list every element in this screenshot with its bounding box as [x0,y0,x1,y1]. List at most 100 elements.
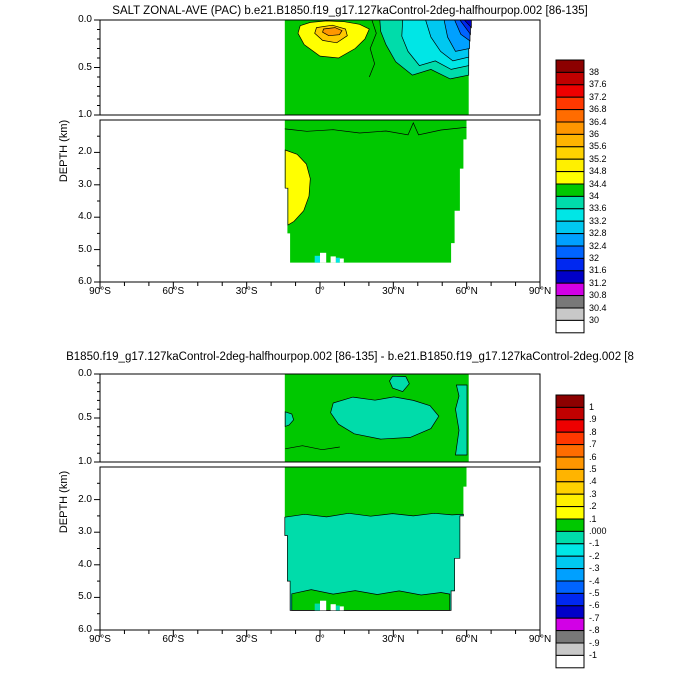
x-tick-label: 60°S [162,286,185,297]
y-tick-label: 5.0 [78,243,92,255]
panel-border [99,19,541,116]
colorbar-label: -.8 [589,625,600,636]
colorbar-box [555,431,585,446]
contour-fill-region [330,256,336,263]
contour-fill-region [297,20,370,59]
colorbar-box [555,444,585,458]
colorbar-label: .2 [589,501,597,512]
colorbar-label: 34.8 [589,166,607,177]
colorbar-label: 34 [589,190,600,201]
contour-fill-region [401,19,470,70]
y-tick-label: 2.0 [78,146,92,158]
colorbar-box [555,195,585,210]
colorbar-box [555,133,585,148]
contour-line [285,445,340,451]
colorbar-label: -.6 [589,600,600,611]
contour-fill-region [284,120,467,263]
colorbar-box [555,220,585,235]
colorbar-label: 35.6 [589,141,607,152]
x-tick-label: 60°N [455,634,478,645]
y-tick-label: 1.0 [78,109,92,120]
contour-fill-region [389,375,410,393]
y-tick-label: 4.0 [78,211,92,223]
y-tick-label: 0.5 [78,61,92,73]
contour-fill-region [284,512,464,611]
contour-fill-region [454,19,471,42]
panel-border [99,466,541,631]
colorbar-label: 36.4 [589,116,607,127]
colorbar-box [555,96,585,111]
colorbar-label: 30.8 [589,290,607,301]
colorbar-label: -1 [589,649,598,660]
contour-fill-region [459,19,471,36]
colorbar-label: 32.8 [589,228,607,239]
colorbar-box [555,406,585,421]
colorbar-label: 38 [589,66,600,77]
colorbar-label: -.5 [589,587,600,598]
contour-fill-region [330,604,336,611]
colorbar-label: -.1 [589,538,600,549]
colorbar-label: 35.2 [589,153,607,164]
colorbar-box [555,171,585,185]
contour-fill-region [284,149,311,226]
colorbar-box [555,233,585,247]
colorbar-box [555,642,585,656]
colorbar-label: .5 [589,463,597,474]
contour-fill-region [335,605,340,611]
contour-fill-region [339,606,344,611]
contour-fill-region [463,19,472,29]
y-tick-label: 4.0 [78,558,92,570]
contour-fill-region [379,19,470,80]
colorbar-label: 30.4 [589,302,607,313]
colorbar-box [555,121,585,135]
colorbar-box [555,654,585,669]
colorbar-box [555,518,585,532]
colorbar-box [555,307,585,321]
colorbar-box [555,109,585,123]
x-tick-label: 90°S [89,286,111,297]
colorbar-label: .8 [589,426,597,437]
x-tick-label: 90°N [528,286,552,297]
contour-fill-region [339,258,344,263]
x-tick-label: 0° [315,286,325,297]
colorbar-label: .7 [589,439,597,450]
colorbar-label: .6 [589,451,597,462]
colorbar-box [555,295,585,309]
contour-line [368,19,377,78]
contour-fill-region [284,467,467,611]
x-tick-label: 30°N [382,634,405,645]
colorbar-box [555,605,585,619]
x-tick-label: 30°S [235,634,258,645]
colorbar-label: 1 [589,401,595,412]
colorbar-box [555,568,585,582]
colorbar-box [555,580,585,594]
x-tick-label: 60°S [162,634,185,645]
colorbar-label: -.9 [589,637,600,648]
colorbar-box [555,394,585,408]
colorbar-label: 36.8 [589,104,607,115]
y-tick-label: 6.0 [78,624,92,635]
colorbar-label: 37.2 [589,91,607,102]
colorbar-box [555,319,585,334]
colorbar-label: .9 [589,414,597,425]
colorbar-label: 33.2 [589,215,607,226]
colorbar-label: .1 [589,513,597,524]
x-tick-label: 30°S [235,286,258,297]
colorbar-label: 37.6 [589,79,607,90]
colorbar-box [555,183,585,197]
colorbar-label: 31.6 [589,265,607,276]
contour-fill-region [425,19,470,62]
contour-fill-region [322,27,343,37]
x-tick-label: 90°S [89,634,111,645]
y-axis-title: DEPTH (km) [58,470,70,534]
y-tick-label: 6.0 [78,276,92,287]
contour-fill-region [320,252,327,263]
colorbar-label: 36 [589,128,600,139]
colorbar-box [555,84,585,98]
contour-fill-region [314,24,348,44]
contour-fill-region [284,20,469,115]
colorbar-box [555,530,585,545]
